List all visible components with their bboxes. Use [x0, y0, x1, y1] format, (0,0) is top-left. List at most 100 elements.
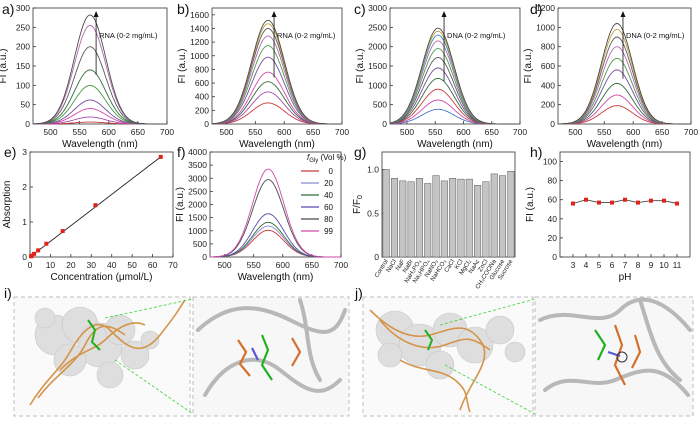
panel-letter-i: i): [4, 285, 12, 301]
x-tick-label: 600: [102, 127, 116, 137]
series-line-s11: [389, 27, 520, 125]
y-tick-label: 200: [541, 100, 555, 110]
y-tick-label: 600: [195, 78, 209, 88]
panel-letter-b: b): [177, 1, 189, 17]
y-axis-label-main: F/F: [352, 199, 363, 214]
data-point: [584, 197, 588, 202]
bar: [457, 178, 465, 258]
series-line-99: [210, 168, 341, 258]
chart-c: c) 0 500 1000 1500 2000 2500 3000 FI (a.u.) 500 55…: [354, 1, 527, 150]
x-tick-label: 10: [46, 260, 56, 270]
bar: [424, 183, 432, 258]
series-line-s8: [32, 24, 167, 125]
bar: [482, 181, 490, 258]
series-line-40: [210, 221, 341, 258]
x-tick-label: 650: [485, 127, 499, 137]
series-line-s7: [558, 36, 691, 125]
x-tick-label: 500: [43, 127, 57, 137]
y-tick-label: 2000: [368, 42, 387, 52]
y-tick-label: 0: [374, 252, 379, 262]
y-axis-label: FI (a.u.): [525, 187, 536, 222]
chart-h: h) 0 20 40 60 80 100 FI (a.u.) 3 4 5 6 7 8 9 10 11 pH: [525, 144, 691, 283]
y-tick-label: 100: [16, 80, 30, 90]
rna-ribbon-i: [29, 299, 186, 406]
docking-panel-j: j): [354, 285, 694, 417]
y-tick-label: 0: [202, 252, 207, 262]
legend-title-unit: (Vol %): [318, 153, 346, 162]
x-axis-label: Wavelength (nm): [239, 139, 315, 150]
y-tick-label: 1000: [536, 22, 555, 32]
axes-frame: [29, 151, 174, 258]
y-axis-label: Absorption: [2, 181, 13, 229]
rna-ribbon-j: [369, 309, 491, 413]
annotation-arrow-head: [271, 11, 277, 17]
y-tick-label: 300: [16, 3, 30, 13]
y-tick-label: 60: [548, 195, 558, 205]
zoom-connectors-i: [104, 298, 194, 415]
bar: [415, 178, 423, 258]
x-tick-label: 30: [87, 260, 97, 270]
y-tick-label: 0: [204, 119, 209, 129]
panel-letter-g: g): [354, 144, 366, 160]
y-axis-label: FI (a.u.): [175, 187, 186, 222]
series-line-s5: [212, 56, 342, 125]
x-tick-label: 7: [623, 260, 628, 270]
x-tick-label: 700: [684, 127, 698, 137]
data-point: [610, 200, 614, 205]
legend-label: 80: [324, 215, 333, 224]
series-line-60: [209, 213, 341, 258]
y-tick-label: 0: [550, 119, 555, 129]
x-tick-label: 11: [673, 260, 682, 270]
series-line-s2: [212, 91, 342, 125]
zoom-ligand-j: [594, 324, 642, 386]
x-tick-label: 600: [277, 127, 291, 137]
bar: [507, 171, 515, 258]
series-line-s9: [32, 14, 167, 125]
y-tick-label: 1200: [190, 37, 209, 47]
y-tick-label: 1000: [188, 226, 207, 236]
data-point: [30, 253, 35, 258]
bar: [465, 178, 473, 258]
bar: [432, 175, 440, 258]
y-axis-label: F/F0: [352, 195, 364, 214]
series-line-s9: [558, 23, 691, 125]
legend-label: 20: [324, 179, 333, 188]
data-point: [662, 198, 666, 203]
y-tick-label: 400: [541, 80, 555, 90]
y-tick-label: 200: [16, 42, 30, 52]
bar: [440, 180, 448, 258]
x-tick-label: 9: [649, 260, 654, 270]
x-tick-label: 8: [636, 260, 641, 270]
bar: [449, 178, 457, 258]
bar: [499, 175, 507, 258]
axes-frame: [209, 151, 342, 258]
data-point: [597, 200, 601, 205]
x-tick-label: 650: [655, 127, 669, 137]
x-tick-label: 600: [456, 127, 470, 137]
data-point: [93, 203, 98, 208]
zoom-connectors-j: [439, 298, 536, 415]
series-line-s4: [557, 69, 691, 125]
x-tick-label: 700: [334, 260, 348, 270]
y-tick-label: 0: [25, 119, 30, 129]
y-tick-label: 100: [543, 157, 557, 167]
x-axis-label: Wavelength (nm): [238, 272, 314, 283]
x-axis-label: pH: [619, 272, 632, 283]
series-line-s7: [33, 46, 167, 125]
panel-letter-j: j): [354, 285, 363, 301]
series-line-s6: [211, 45, 342, 125]
y-tick-label: 2500: [368, 22, 387, 32]
panel-letter-d: d): [530, 1, 542, 17]
x-tick-label: 50: [127, 260, 137, 270]
y-tick-label: 3000: [368, 3, 387, 13]
chart-d: d) 0 200 400 600 800 1000 1200 FI (a.u.) 500 550 60…: [523, 1, 698, 150]
data-point: [623, 197, 627, 202]
x-tick-label: 650: [305, 260, 319, 270]
x-tick-label: 550: [597, 127, 611, 137]
x-tick-label: 70: [168, 260, 178, 270]
data-point: [675, 201, 679, 206]
bar: [382, 169, 390, 258]
docking-panel-i: i): [4, 285, 350, 417]
chart-g: g)00.51.0F/F0ControlNaClNaFNaBrNaH₂PO₄Na…: [352, 144, 516, 290]
